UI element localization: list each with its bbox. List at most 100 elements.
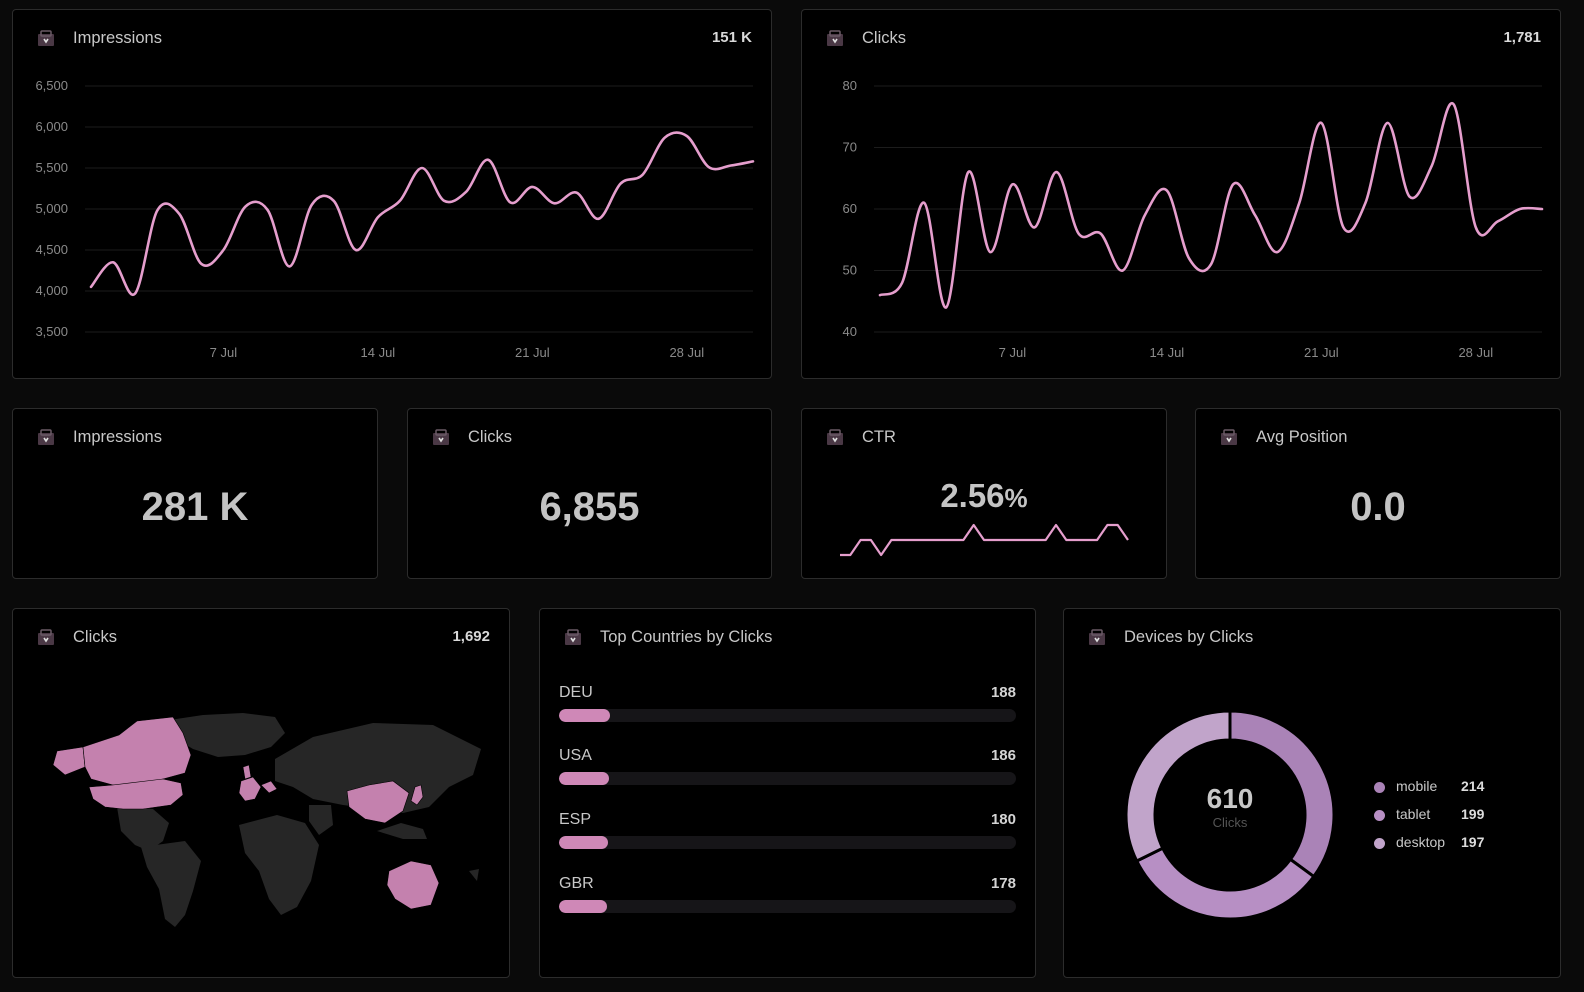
clicks-data-point[interactable]	[1471, 222, 1481, 232]
clicks-data-point[interactable]	[1162, 186, 1172, 196]
impressions-data-point[interactable]	[174, 209, 184, 219]
impressions-x-tick-label: 28 Jul	[669, 345, 704, 360]
clicks-data-point[interactable]	[1096, 229, 1106, 239]
impressions-y-tick-label: 5,500	[35, 160, 68, 175]
kpi-position-card: Avg Position 0.0	[1195, 408, 1561, 579]
impressions-series-line[interactable]	[89, 131, 755, 296]
impressions-data-point[interactable]	[263, 205, 273, 215]
clicks-data-point[interactable]	[985, 247, 995, 257]
impressions-data-point[interactable]	[638, 170, 648, 180]
country-row-usa[interactable]: USA 186	[559, 747, 1016, 797]
clicks-data-point[interactable]	[875, 290, 885, 300]
impressions-data-point[interactable]	[240, 202, 250, 212]
impressions-data-point[interactable]	[726, 161, 736, 171]
clicks-data-point[interactable]	[1206, 259, 1216, 269]
impressions-data-point[interactable]	[329, 196, 339, 206]
clicks-data-point[interactable]	[1140, 210, 1150, 220]
impressions-data-point[interactable]	[86, 282, 96, 292]
impressions-data-point[interactable]	[549, 198, 559, 208]
country-row-esp[interactable]: ESP 180	[559, 811, 1016, 861]
impressions-data-point[interactable]	[660, 133, 670, 143]
clicks-data-point[interactable]	[1029, 222, 1039, 232]
clicks-data-point[interactable]	[1007, 179, 1017, 189]
legend-item-tablet[interactable]: tablet 199	[1374, 805, 1504, 833]
country-code: ESP	[559, 811, 592, 828]
impressions-data-point[interactable]	[395, 196, 405, 206]
legend-item-desktop[interactable]: desktop 197	[1374, 833, 1504, 861]
clicks-data-point[interactable]	[1184, 253, 1194, 263]
clicks-data-point[interactable]	[919, 198, 929, 208]
clicks-data-point[interactable]	[1537, 204, 1547, 214]
clicks-data-point[interactable]	[1383, 118, 1393, 128]
impressions-data-point[interactable]	[130, 288, 140, 298]
clicks-data-point[interactable]	[1427, 161, 1437, 171]
map-region-canada	[82, 716, 192, 786]
clicks-data-point[interactable]	[963, 167, 973, 177]
impressions-y-tick-label: 6,000	[35, 119, 68, 134]
impressions-data-point[interactable]	[571, 188, 581, 198]
impressions-data-point[interactable]	[285, 261, 295, 271]
donut-caption: Clicks	[1212, 815, 1248, 830]
clicks-data-point[interactable]	[1052, 167, 1062, 177]
lock-folder-icon	[38, 30, 54, 46]
world-map[interactable]	[13, 609, 509, 977]
kpi-ctr-unit: %	[1004, 483, 1028, 513]
impressions-data-point[interactable]	[527, 182, 537, 192]
donut-slice-desktop[interactable]	[1124, 709, 1232, 864]
impressions-data-point[interactable]	[196, 259, 206, 269]
top-countries-card: Top Countries by Clicks DEU 188 USA 186 …	[539, 608, 1036, 978]
lock-folder-icon	[38, 429, 54, 445]
impressions-data-point[interactable]	[682, 131, 692, 141]
kpi-position-title: Avg Position	[1256, 428, 1348, 446]
impressions-data-point[interactable]	[439, 196, 449, 206]
clicks-series-line[interactable]	[878, 101, 1544, 309]
impressions-y-tick-label: 4,500	[35, 242, 68, 257]
clicks-data-point[interactable]	[1250, 210, 1260, 220]
impressions-data-point[interactable]	[505, 197, 515, 207]
lock-folder-icon	[827, 30, 843, 46]
clicks-data-point[interactable]	[1338, 222, 1348, 232]
impressions-data-point[interactable]	[461, 187, 471, 197]
impressions-data-point[interactable]	[748, 156, 758, 166]
impressions-data-point[interactable]	[307, 200, 317, 210]
country-row-deu[interactable]: DEU 188	[559, 684, 1016, 734]
clicks-data-point[interactable]	[1493, 216, 1503, 226]
clicks-x-tick-label: 28 Jul	[1458, 345, 1493, 360]
impressions-data-point[interactable]	[373, 212, 383, 222]
clicks-data-point[interactable]	[1405, 192, 1415, 202]
impressions-data-point[interactable]	[704, 162, 714, 172]
clicks-chart-total: 1,781	[1503, 29, 1541, 46]
impressions-data-point[interactable]	[417, 163, 427, 173]
lock-folder-icon	[1089, 629, 1105, 645]
impressions-data-point[interactable]	[108, 257, 118, 267]
clicks-y-tick-label: 70	[843, 140, 857, 155]
impressions-data-point[interactable]	[351, 245, 361, 255]
impressions-data-point[interactable]	[616, 179, 626, 189]
map-title: Clicks	[73, 628, 117, 646]
legend-item-mobile[interactable]: mobile 214	[1374, 777, 1504, 805]
clicks-data-point[interactable]	[1515, 204, 1525, 214]
clicks-data-point[interactable]	[1316, 118, 1326, 128]
clicks-data-point[interactable]	[1272, 247, 1282, 257]
clicks-data-point[interactable]	[941, 302, 951, 312]
clicks-data-point[interactable]	[1360, 198, 1370, 208]
lock-folder-icon	[433, 429, 449, 445]
clicks-data-point[interactable]	[1074, 229, 1084, 239]
legend-dot	[1374, 782, 1385, 793]
clicks-data-point[interactable]	[1449, 99, 1459, 109]
donut-slice-tablet[interactable]	[1134, 846, 1316, 921]
impressions-data-point[interactable]	[152, 206, 162, 216]
impressions-chart-title: Impressions	[73, 29, 162, 47]
clicks-data-point[interactable]	[1228, 179, 1238, 189]
impressions-data-point[interactable]	[218, 245, 228, 255]
clicks-data-point[interactable]	[1294, 198, 1304, 208]
impressions-x-tick-label: 21 Jul	[515, 345, 550, 360]
country-row-gbr[interactable]: GBR 178	[559, 875, 1016, 925]
country-value: 180	[990, 811, 1016, 828]
clicks-data-point[interactable]	[1118, 266, 1128, 276]
impressions-data-point[interactable]	[483, 155, 493, 165]
clicks-y-tick-label: 60	[843, 201, 857, 216]
impressions-data-point[interactable]	[594, 214, 604, 224]
legend-value: 214	[1461, 778, 1485, 794]
clicks-data-point[interactable]	[897, 278, 907, 288]
